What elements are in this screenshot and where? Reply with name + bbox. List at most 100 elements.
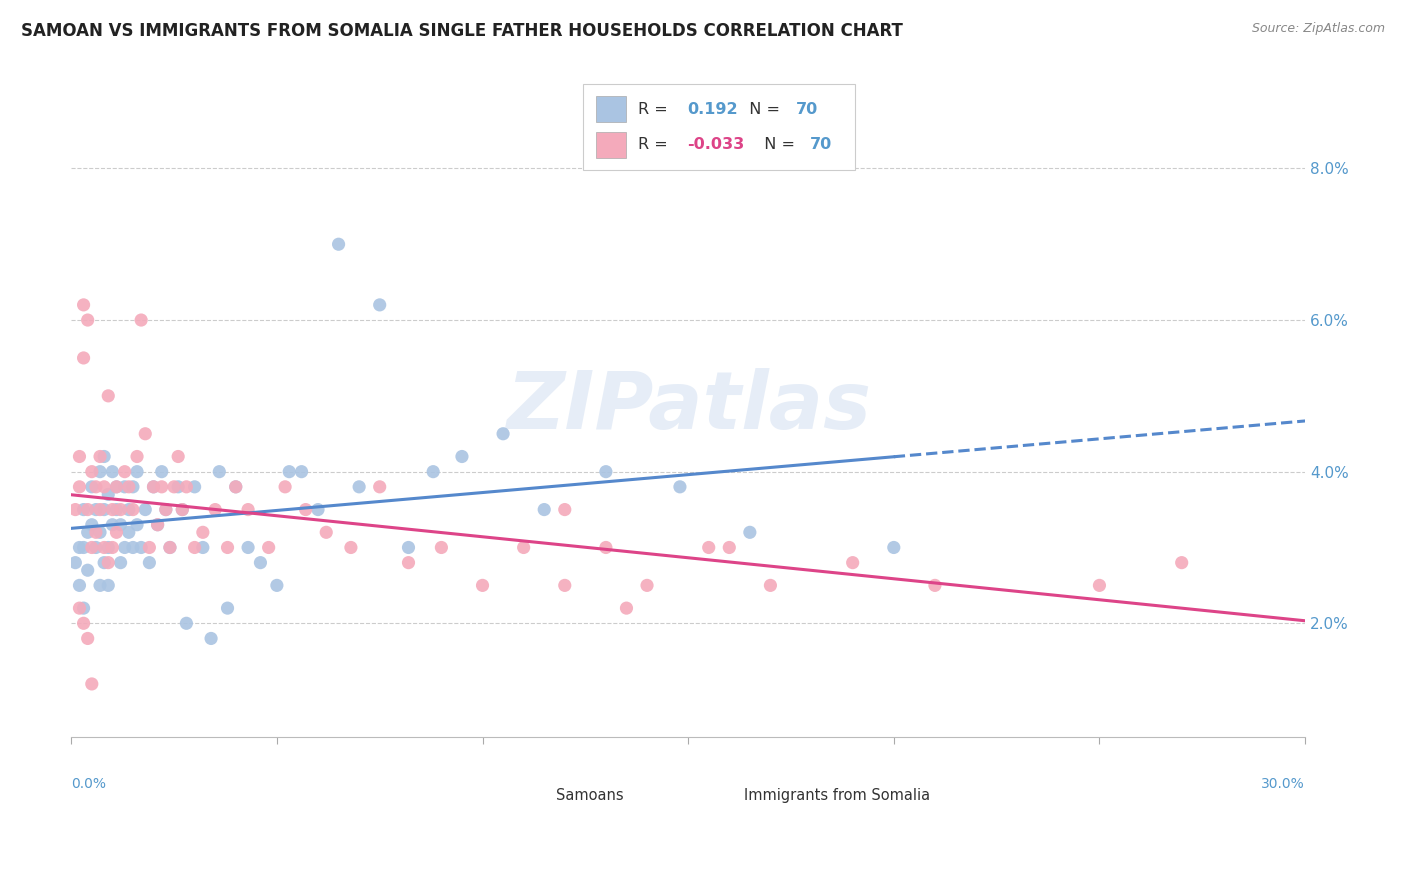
Point xyxy=(122,480,145,494)
Point xyxy=(492,426,515,441)
Point xyxy=(84,502,107,516)
Point xyxy=(80,480,103,494)
Point xyxy=(595,465,617,479)
Point xyxy=(738,525,761,540)
Point xyxy=(155,502,177,516)
Point xyxy=(89,450,111,464)
Point xyxy=(118,480,141,494)
Point xyxy=(76,313,98,327)
Point xyxy=(69,480,91,494)
Text: R =: R = xyxy=(637,102,672,117)
Point xyxy=(1088,578,1111,592)
Point xyxy=(72,298,94,312)
Point xyxy=(697,541,720,555)
Point xyxy=(97,578,120,592)
Point xyxy=(208,465,231,479)
Point xyxy=(69,450,91,464)
Point xyxy=(93,450,115,464)
Point xyxy=(69,578,91,592)
Point xyxy=(1170,556,1192,570)
Point xyxy=(183,541,205,555)
Point xyxy=(93,502,115,516)
Point xyxy=(368,298,391,312)
Point xyxy=(217,601,239,615)
Point xyxy=(328,237,350,252)
Point xyxy=(200,632,222,646)
Text: 0.192: 0.192 xyxy=(688,102,738,117)
Point xyxy=(257,541,280,555)
Point xyxy=(167,450,190,464)
Point xyxy=(533,502,555,516)
Point xyxy=(669,480,692,494)
Point xyxy=(616,601,638,615)
Point xyxy=(122,502,145,516)
Point xyxy=(84,480,107,494)
Point xyxy=(89,502,111,516)
Point xyxy=(347,480,370,494)
Point xyxy=(134,502,156,516)
Point xyxy=(72,351,94,365)
Text: 0.0%: 0.0% xyxy=(72,777,107,790)
Point xyxy=(110,517,132,532)
Text: N =: N = xyxy=(738,102,785,117)
Point xyxy=(368,480,391,494)
Point xyxy=(101,465,124,479)
Point xyxy=(191,525,214,540)
FancyBboxPatch shape xyxy=(583,84,855,169)
Point xyxy=(150,465,173,479)
Point xyxy=(105,480,128,494)
Point xyxy=(167,480,190,494)
Point xyxy=(129,541,152,555)
Point xyxy=(125,450,148,464)
Point xyxy=(65,502,87,516)
Point xyxy=(76,563,98,577)
Point xyxy=(294,502,316,516)
Point xyxy=(114,465,136,479)
Point xyxy=(93,480,115,494)
Text: Source: ZipAtlas.com: Source: ZipAtlas.com xyxy=(1251,22,1385,36)
Point xyxy=(759,578,782,592)
Point xyxy=(924,578,946,592)
Point xyxy=(159,541,181,555)
Point xyxy=(249,556,271,570)
Point xyxy=(80,541,103,555)
Point xyxy=(146,517,169,532)
Point xyxy=(191,541,214,555)
Point xyxy=(398,556,420,570)
Point xyxy=(125,517,148,532)
Point xyxy=(315,525,337,540)
Point xyxy=(183,480,205,494)
Point xyxy=(101,541,124,555)
Point xyxy=(89,578,111,592)
Point xyxy=(155,502,177,516)
Point xyxy=(142,480,165,494)
Point xyxy=(595,541,617,555)
Text: Samoans: Samoans xyxy=(557,789,624,803)
Point xyxy=(554,578,576,592)
Point xyxy=(340,541,363,555)
Text: Immigrants from Somalia: Immigrants from Somalia xyxy=(744,789,929,803)
Point xyxy=(636,578,658,592)
Point xyxy=(176,480,198,494)
Point xyxy=(65,556,87,570)
Point xyxy=(105,525,128,540)
Point xyxy=(225,480,247,494)
Point xyxy=(76,525,98,540)
Text: SAMOAN VS IMMIGRANTS FROM SOMALIA SINGLE FATHER HOUSEHOLDS CORRELATION CHART: SAMOAN VS IMMIGRANTS FROM SOMALIA SINGLE… xyxy=(21,22,903,40)
Point xyxy=(118,502,141,516)
Point xyxy=(150,480,173,494)
FancyBboxPatch shape xyxy=(596,96,627,122)
Point xyxy=(97,389,120,403)
Text: -0.033: -0.033 xyxy=(688,137,744,153)
Text: 30.0%: 30.0% xyxy=(1261,777,1305,790)
Point xyxy=(76,502,98,516)
Point xyxy=(159,541,181,555)
Point xyxy=(80,517,103,532)
Text: R =: R = xyxy=(637,137,672,153)
Point xyxy=(204,502,226,516)
Point xyxy=(225,480,247,494)
Point xyxy=(290,465,312,479)
Point xyxy=(93,541,115,555)
Point xyxy=(72,616,94,631)
Point xyxy=(122,541,145,555)
